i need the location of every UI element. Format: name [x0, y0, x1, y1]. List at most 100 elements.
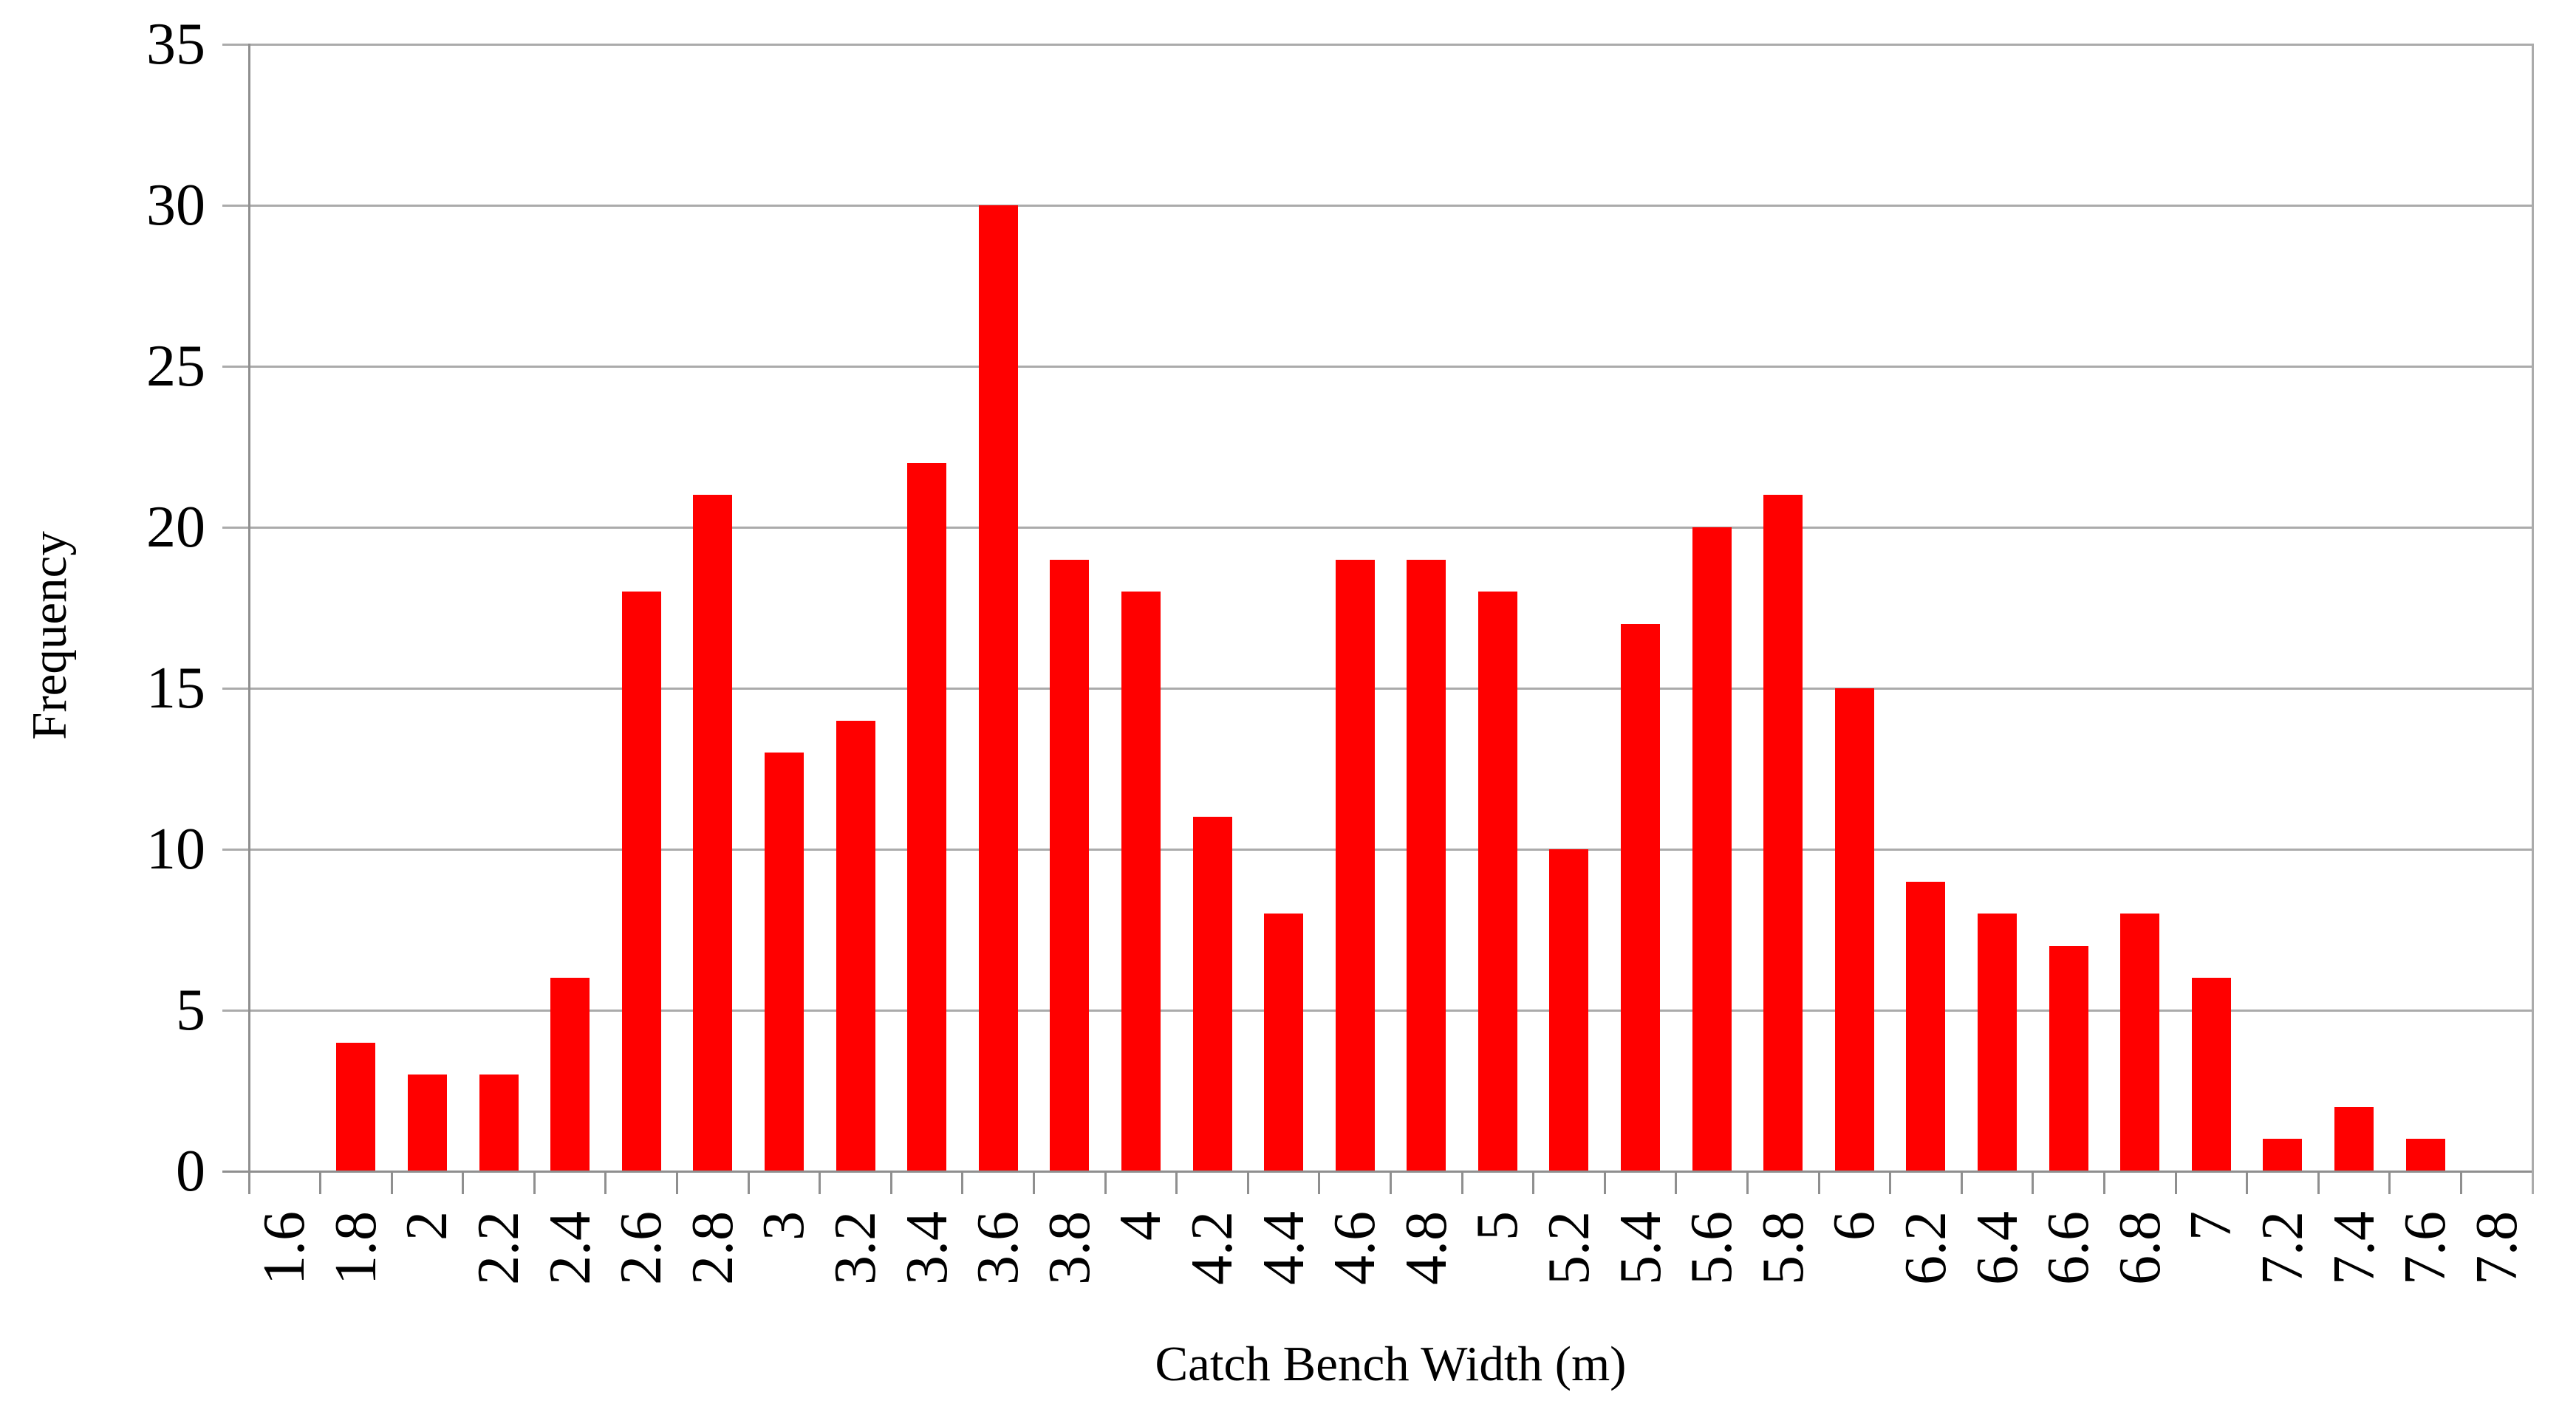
x-tick-label: 2	[394, 1211, 460, 1270]
bar-2.8	[693, 495, 733, 1171]
x-axis-tick	[2246, 1171, 2249, 1194]
bar-6	[1834, 688, 1874, 1171]
y-axis-title: Frequency	[0, 450, 99, 820]
bar-5.2	[1549, 849, 1589, 1171]
bar-7.2	[2263, 1139, 2303, 1171]
x-tick-label-text: 6.2	[1893, 1211, 1958, 1285]
gridline	[222, 687, 2534, 690]
bar-7.4	[2334, 1106, 2374, 1171]
x-tick-label: 3.2	[823, 1211, 888, 1285]
x-tick-label-text: 2	[394, 1211, 460, 1241]
y-tick-label: 5	[176, 978, 205, 1043]
x-axis-tick	[604, 1171, 607, 1194]
x-tick-label-text: 3.6	[966, 1211, 1031, 1285]
bar-5.4	[1621, 623, 1661, 1171]
gridline	[222, 204, 2534, 207]
x-tick-label: 2.8	[680, 1211, 745, 1285]
x-tick-label-text: 3	[751, 1211, 817, 1241]
x-tick-label-text: 6.4	[1964, 1211, 2030, 1285]
y-axis-title-text: Frequency	[21, 530, 77, 740]
x-tick-label-text: 3.2	[823, 1211, 889, 1285]
y-tick-label: 30	[146, 173, 205, 238]
x-tick-label: 5.8	[1751, 1211, 1816, 1285]
x-tick-label: 4.4	[1251, 1211, 1316, 1285]
plot-right-border	[2531, 43, 2534, 1194]
x-tick-label-text: 5.6	[1679, 1211, 1745, 1285]
x-tick-label: 6.6	[2036, 1211, 2101, 1285]
x-tick-label: 3	[751, 1211, 817, 1270]
x-tick-label: 4	[1108, 1211, 1174, 1270]
x-tick-label-text: 1.8	[323, 1211, 389, 1285]
x-axis-tick	[1889, 1171, 1892, 1194]
x-tick-label-text: 4	[1108, 1211, 1174, 1241]
bar-6.2	[1906, 881, 1946, 1171]
x-tick-label: 6	[1822, 1211, 1887, 1270]
bar-4.2	[1192, 817, 1232, 1171]
x-tick-label: 4.2	[1180, 1211, 1245, 1285]
x-tick-label: 2.4	[538, 1211, 603, 1285]
x-axis-tick	[1746, 1171, 1749, 1194]
x-axis-tick	[1675, 1171, 1678, 1194]
x-tick-label: 3.8	[1037, 1211, 1102, 1285]
x-axis-tick	[1390, 1171, 1392, 1194]
x-tick-label: 7	[2179, 1211, 2244, 1270]
x-tick-label-text: 4.6	[1322, 1211, 1388, 1285]
bar-5	[1477, 592, 1517, 1171]
gridline	[222, 848, 2534, 851]
x-tick-label: 4.8	[1394, 1211, 1459, 1285]
bar-3.4	[907, 462, 947, 1171]
x-tick-label: 5.6	[1679, 1211, 1744, 1285]
x-tick-label-text: 5	[1465, 1211, 1531, 1241]
x-axis-tick	[462, 1171, 465, 1194]
x-tick-label-text: 6	[1822, 1211, 1887, 1241]
x-axis-tick	[1318, 1171, 1321, 1194]
x-tick-label-text: 7	[2179, 1211, 2244, 1241]
x-axis-tick	[1460, 1171, 1463, 1194]
x-tick-label-text: 3.8	[1036, 1211, 1102, 1285]
x-tick-label-text: 6.6	[2036, 1211, 2102, 1285]
x-axis-tick	[1817, 1171, 1820, 1194]
bar-7.6	[2405, 1139, 2445, 1171]
bar-6.4	[1978, 914, 2018, 1171]
x-tick-label: 5	[1465, 1211, 1531, 1270]
bar-3.6	[978, 205, 1018, 1171]
x-tick-label-text: 5.8	[1750, 1211, 1816, 1285]
x-tick-label-text: 7.6	[2393, 1211, 2459, 1285]
y-tick-label: 35	[146, 12, 205, 77]
x-tick-label: 3.6	[966, 1211, 1031, 1285]
x-axis-title: Catch Bench Width (m)	[249, 1329, 2532, 1399]
y-tick-label: 10	[146, 817, 205, 882]
x-axis-tick	[2388, 1171, 2391, 1194]
y-axis-line	[247, 43, 250, 1194]
x-tick-label-text: 2.2	[466, 1211, 532, 1285]
x-tick-label: 7.4	[2322, 1211, 2387, 1285]
x-tick-label: 5.4	[1608, 1211, 1673, 1285]
y-tick-label: 25	[146, 334, 205, 399]
x-axis-tick	[1532, 1171, 1535, 1194]
bar-6.8	[2120, 914, 2160, 1171]
x-tick-label-text: 4.2	[1180, 1211, 1246, 1285]
x-axis-tick	[819, 1171, 821, 1194]
y-tick-label: 20	[146, 495, 205, 560]
x-axis-tick	[1246, 1171, 1249, 1194]
x-tick-label: 6.4	[1965, 1211, 2030, 1285]
x-axis-title-text: Catch Bench Width (m)	[1155, 1337, 1627, 1391]
x-axis-tick	[2174, 1171, 2177, 1194]
x-tick-label-text: 6.8	[2107, 1211, 2173, 1285]
x-tick-label: 1.8	[324, 1211, 389, 1285]
x-tick-label: 5.2	[1537, 1211, 1602, 1285]
x-tick-label: 7.8	[2464, 1211, 2529, 1285]
x-axis-tick	[2317, 1171, 2320, 1194]
x-axis-tick	[1033, 1171, 1036, 1194]
x-axis-tick	[961, 1171, 964, 1194]
y-tick-label: 0	[176, 1139, 205, 1204]
x-tick-label: 3.4	[895, 1211, 960, 1285]
x-tick-label: 7.2	[2250, 1211, 2315, 1285]
y-tick-label: 15	[146, 656, 205, 721]
gridline	[222, 43, 2534, 46]
x-axis-tick	[533, 1171, 536, 1194]
x-tick-label-text: 2.6	[609, 1211, 674, 1285]
gridline	[222, 365, 2534, 368]
x-tick-label-text: 2.8	[680, 1211, 745, 1285]
x-tick-label-text: 7.2	[2249, 1211, 2315, 1285]
